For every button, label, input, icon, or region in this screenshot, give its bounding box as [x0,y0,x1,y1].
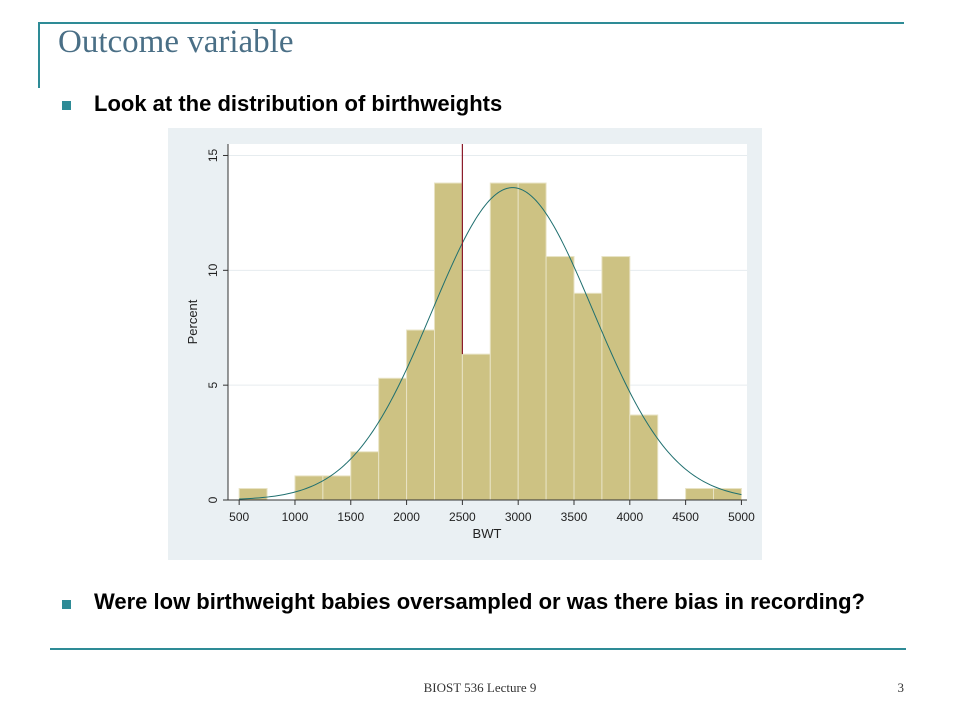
histogram-bar-3500 [573,292,603,501]
x-tick-label-4500: 4500 [672,510,699,524]
histogram-bar-2500 [461,353,491,501]
axes: 500 1000 1500 2000 2500 3000 3500 4000 4500 5000 0… [206,144,755,524]
left-rule [38,22,40,88]
histogram-bar-3000 [517,182,547,501]
bullet-marker-1 [62,101,71,110]
y-axis-label: Percent [185,299,200,344]
histogram-bar-1500 [350,451,380,501]
histogram-bar-2250 [433,182,463,501]
bullet-marker-2 [62,600,71,609]
x-tick-label-2500: 2500 [449,510,476,524]
birthweight-histogram: 500 1000 1500 2000 2500 3000 3500 4000 4500 5000 0… [168,128,762,560]
histogram-bar-4500 [685,488,715,501]
histogram-bar-1250 [322,475,352,501]
histogram-bar-4750 [713,488,742,501]
y-tick-label-15: 15 [206,148,220,162]
x-tick-label-3500: 3500 [561,510,588,524]
x-tick-label-2000: 2000 [393,510,420,524]
histogram-bar-2750 [489,182,519,501]
x-tick-label-1500: 1500 [337,510,364,524]
histogram-bar-2000 [406,329,435,501]
bottom-rule [50,648,906,650]
x-tick-label-500: 500 [229,510,249,524]
y-tick-label-5: 5 [206,382,220,389]
y-tick-label-0: 0 [206,496,220,503]
x-tick-label-1000: 1000 [282,510,309,524]
x-axis-label: BWT [473,526,502,541]
page-number: 3 [897,680,905,695]
bullet-text-2: Were low birthweight babies oversampled … [94,589,865,614]
histogram-bar-3250 [545,256,575,501]
y-tick-label-10: 10 [206,263,220,277]
top-rule [40,22,904,24]
histogram-bar-3750 [601,256,631,501]
normal-density-curve [239,187,742,500]
bullet-text-1: Look at the distribution of birthweights [94,91,503,116]
footer-text: BIOST 536 Lecture 9 [423,680,537,695]
slide-title: Outcome variable [58,24,294,60]
x-tick-label-3000: 3000 [505,510,532,524]
x-tick-label-5000: 5000 [728,510,755,524]
histogram-bar-4000 [629,414,659,501]
x-tick-label-4000: 4000 [616,510,643,524]
